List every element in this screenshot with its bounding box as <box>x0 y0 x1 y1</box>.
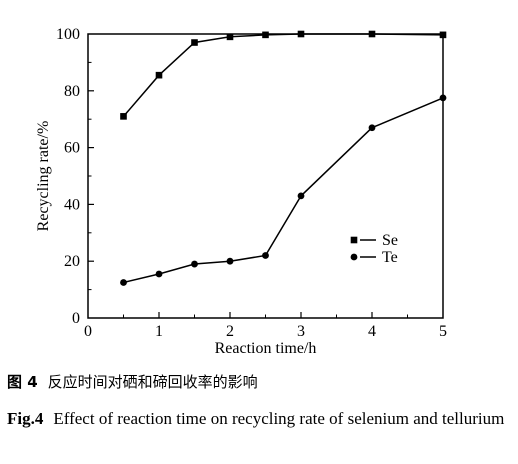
data-point-se <box>368 30 376 38</box>
legend-label-se: Se <box>382 232 398 249</box>
series-line-se <box>122 33 444 117</box>
data-point-te <box>191 260 198 268</box>
data-point-se <box>226 33 234 41</box>
x-tick-label: 4 <box>368 323 376 340</box>
y-tick-label: 100 <box>56 26 80 43</box>
caption-chinese-text: 反应时间对硒和碲回收率的影响 <box>47 373 258 391</box>
data-point-se <box>297 30 305 38</box>
data-point-se <box>262 31 269 39</box>
caption-english-text: Effect of reaction time on recycling rat… <box>53 409 505 428</box>
data-point-te <box>297 192 305 200</box>
y-tick-label: 20 <box>64 253 80 270</box>
series-layer <box>120 30 447 286</box>
data-point-te <box>226 257 234 265</box>
series-se <box>120 30 447 120</box>
legend-item-te: Te <box>350 249 398 266</box>
legend-item-se: Se <box>350 232 398 249</box>
caption-english: Fig.4 Effect of reaction time on recyclin… <box>7 405 507 433</box>
data-point-te <box>439 94 447 102</box>
x-axis-ticks: 0 1 2 3 4 5 <box>84 312 447 340</box>
legend-marker-te <box>350 253 358 261</box>
legend-label-te: Te <box>382 249 398 266</box>
data-point-se <box>191 39 198 46</box>
data-point-se <box>439 31 447 39</box>
x-tick-label: 5 <box>439 323 447 340</box>
chart: 0 1 2 3 4 5 0 20 40 60 80 100 Reaction time/h Recy… <box>35 26 447 357</box>
y-tick-label: 40 <box>64 196 80 213</box>
data-point-se <box>155 71 163 79</box>
data-point-te <box>368 124 376 132</box>
x-tick-label: 1 <box>155 323 163 340</box>
plot-area: 0 1 2 3 4 5 0 20 40 60 80 100 <box>56 26 447 340</box>
x-axis-title: Reaction time/h <box>215 340 317 357</box>
series-te <box>120 94 447 286</box>
series-line-te <box>123 97 444 284</box>
legend-marker-se <box>350 236 358 244</box>
plot-frame <box>87 33 444 319</box>
data-point-se <box>120 113 127 120</box>
x-tick-label: 3 <box>297 323 305 340</box>
data-point-te <box>262 252 269 259</box>
caption-english-number: Fig.4 <box>7 409 44 428</box>
x-tick-label: 0 <box>84 323 92 340</box>
data-point-te <box>120 279 127 286</box>
y-tick-label: 0 <box>72 310 80 327</box>
y-axis-title: Recycling rate/% <box>35 121 52 232</box>
y-axis-ticks: 0 20 40 60 80 100 <box>56 26 94 327</box>
data-point-te <box>155 270 163 278</box>
y-tick-label: 60 <box>64 140 80 157</box>
caption-chinese: 图 4 反应时间对硒和碲回收率的影响 <box>7 372 258 392</box>
y-tick-label: 80 <box>64 83 80 100</box>
x-tick-label: 2 <box>226 323 234 340</box>
caption-chinese-number: 图 4 <box>7 373 38 391</box>
